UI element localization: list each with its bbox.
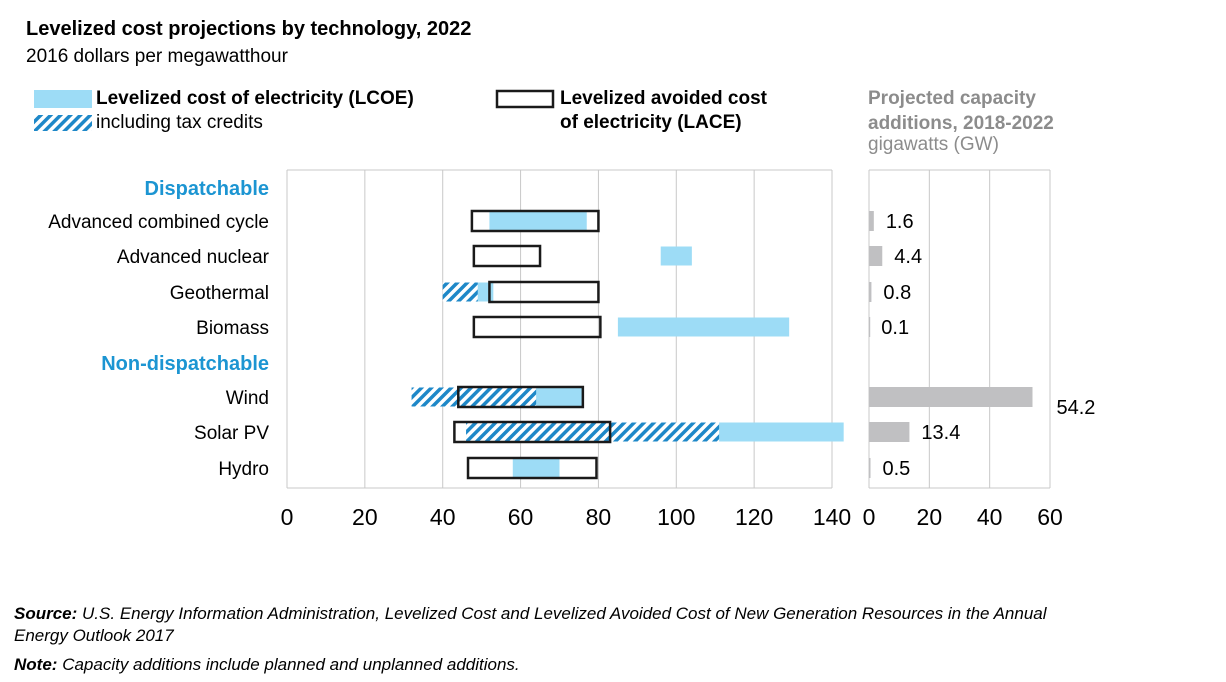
x-tick-label: 20 [352,504,378,530]
main-plot: 0 20 40 60 80 100 120 140 Dispatchable Advanced c… [48,169,851,530]
lace-box-geothermal [488,280,600,304]
capacity-bar-hydro [869,458,871,478]
cap-x-tick-label: 20 [917,504,943,530]
footer-source: Source: U.S. Energy Information Administ… [14,603,1047,647]
row-label-solar-pv: Solar PV [194,423,269,444]
capacity-value-biomass: 0.1 [881,317,909,339]
tax-credit-bar-geothermal [442,282,478,302]
capacity-plot: 0 20 40 60 1.6 4.4 0.8 0.1 54.2 13.4 0.5 [863,169,1096,530]
capacity-value-hydro: 0.5 [883,458,911,480]
group-label-non-dispatchable: Non-dispatchable [101,353,269,375]
x-tick-label: 40 [430,504,456,530]
row-label-advanced-combined-cycle: Advanced combined cycle [48,212,269,233]
capacity-panel-title: Projected capacity additions, 2018-2022 [868,86,1054,136]
capacity-title-line2: additions, 2018-2022 [868,113,1054,134]
cap-x-tick-label: 40 [977,504,1003,530]
lace-box-hydro [466,456,598,480]
x-tick-label: 80 [586,504,612,530]
cap-x-tick-label: 60 [1037,504,1063,530]
note-text: Capacity additions include planned and u… [62,655,520,674]
row-label-geothermal: Geothermal [170,283,269,304]
x-tick-label: 0 [281,504,294,530]
capacity-bar-geothermal [869,282,872,302]
row-label-biomass: Biomass [196,318,269,339]
capacity-value-solar-pv: 13.4 [921,422,960,444]
capacity-bar-wind [869,387,1033,407]
legend-tax-swatch [34,115,92,131]
x-tick-label: 140 [813,504,851,530]
lcoe-bar-hydro [512,458,560,478]
chart-subtitle: 2016 dollars per megawatthour [26,46,288,67]
legend-tax-label: including tax credits [96,112,263,133]
source-text-2: Energy Outlook 2017 [14,626,174,645]
capacity-value-advanced-combined-cycle: 1.6 [886,211,914,233]
lcoe-bar-biomass [617,317,790,337]
tax-credit-bar-wind [411,387,537,407]
capacity-value-advanced-nuclear: 4.4 [894,246,922,268]
legend-lcoe-label: Levelized cost of electricity (LCOE) [96,88,414,109]
capacity-value-wind: 54.2 [1057,397,1096,419]
footer-note: Note: Capacity additions include planned… [14,654,520,676]
legend-lace-label-1: Levelized avoided cost [560,88,767,109]
lace-box-solar-pv [453,420,612,444]
capacity-panel-unit: gigawatts (GW) [868,134,999,155]
legend-lcoe-swatch [34,90,92,108]
source-text: U.S. Energy Information Administration, … [82,604,1047,623]
chart-title: Levelized cost projections by technology… [26,18,472,40]
capacity-title-line1: Projected capacity [868,88,1036,109]
capacity-bar-solar-pv [869,422,910,442]
capacity-bar-advanced-nuclear [869,246,883,266]
legend-lace-swatch [495,89,555,109]
capacity-bar-advanced-combined-cycle [869,211,874,231]
group-label-dispatchable: Dispatchable [145,178,269,200]
capacity-value-geothermal: 0.8 [883,282,911,304]
note-label: Note: [14,655,58,674]
lcoe-bar-advanced-nuclear [660,246,692,266]
tax-credit-bar-solar-pv [466,422,720,442]
lace-box-biomass [472,315,602,339]
source-label: Source: [14,604,78,623]
x-tick-label: 100 [657,504,695,530]
lace-box-wind [457,385,585,409]
legend-lace-label-2: of electricity (LACE) [560,112,742,133]
row-label-wind: Wind [226,388,269,409]
row-label-advanced-nuclear: Advanced nuclear [117,247,270,268]
x-tick-label: 60 [508,504,534,530]
cap-x-tick-label: 0 [863,504,876,530]
row-label-hydro: Hydro [218,459,269,480]
lace-box-advanced-combined-cycle [470,209,600,233]
capacity-bar-biomass [869,317,871,337]
x-tick-label: 120 [735,504,773,530]
lace-box-advanced-nuclear [472,244,542,268]
lcoe-bar-advanced-combined-cycle [489,211,587,231]
